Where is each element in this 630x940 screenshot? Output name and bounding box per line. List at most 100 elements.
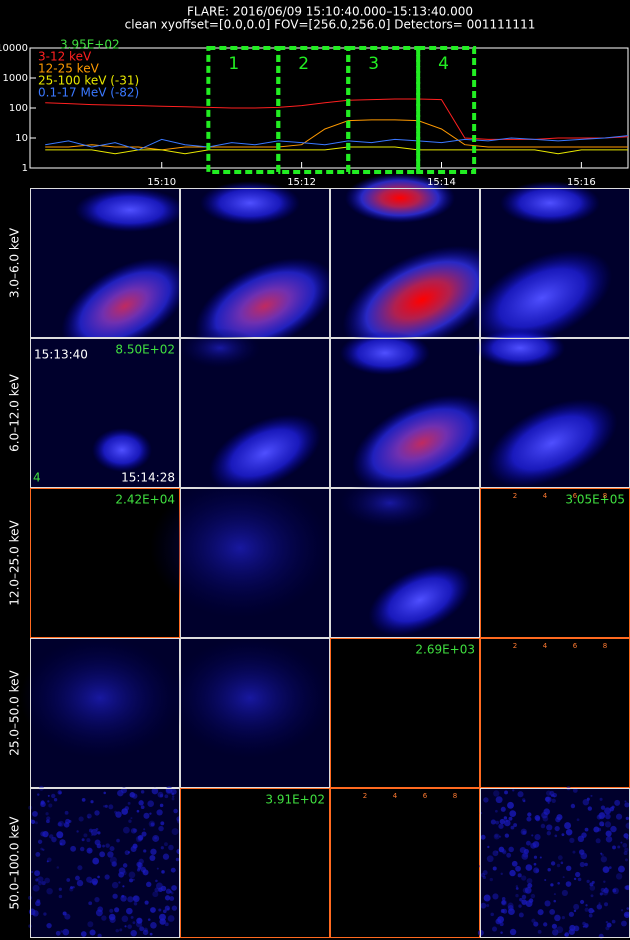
noise-speckle [624, 847, 629, 853]
noise-speckle [118, 871, 125, 878]
noise-speckle [588, 913, 593, 918]
noise-speckle [554, 914, 561, 922]
interval-index: 4 [33, 471, 41, 485]
noise-speckle [615, 873, 623, 880]
noise-speckle [66, 878, 71, 882]
energy-band-label: 6.0–12.0 keV [8, 373, 22, 452]
noise-speckle [587, 806, 593, 811]
noise-speckle [164, 794, 169, 799]
image-max-label: 3.05E+05 [565, 493, 625, 507]
noise-speckle [79, 846, 85, 852]
noise-speckle [496, 850, 499, 854]
source-blob [351, 394, 493, 492]
noise-speckle [150, 922, 157, 929]
energy-band-label: 25.0–50.0 keV [8, 670, 22, 756]
noise-speckle [151, 787, 159, 795]
noise-speckle [568, 911, 575, 917]
noise-speckle [152, 891, 159, 898]
noise-speckle [579, 899, 585, 905]
noise-speckle [553, 893, 556, 896]
image-panel [480, 638, 630, 788]
noise-speckle [490, 912, 494, 917]
noise-speckle [509, 869, 516, 877]
noise-speckle [625, 816, 629, 820]
noise-speckle [564, 822, 572, 830]
source-blob [342, 245, 502, 355]
noise-speckle [149, 932, 153, 936]
noise-speckle [551, 798, 556, 804]
noise-speckle [86, 813, 92, 819]
interval-label: 1 [228, 54, 239, 74]
noise-speckle [521, 853, 529, 860]
noise-speckle [107, 851, 114, 858]
noise-speckle [37, 839, 43, 844]
image-max-label: 3.91E+02 [265, 793, 325, 807]
noise-speckle [492, 850, 499, 857]
noise-speckle [614, 799, 621, 806]
noise-speckle [542, 815, 549, 822]
noise-speckle [35, 878, 39, 882]
noise-speckle [598, 933, 604, 939]
noise-speckle [126, 907, 133, 915]
noise-speckle [156, 867, 159, 870]
noise-speckle [519, 846, 527, 854]
noise-speckle [170, 891, 174, 895]
noise-speckle [557, 881, 560, 885]
noise-speckle [124, 850, 130, 856]
noise-speckle [164, 922, 169, 927]
noise-speckle [122, 863, 128, 868]
noise-speckle [171, 828, 179, 836]
noise-speckle [152, 834, 160, 842]
noise-speckle [115, 811, 122, 818]
noise-speckle [517, 791, 524, 798]
noise-speckle [554, 825, 560, 832]
noise-speckle [97, 933, 102, 938]
noise-speckle [521, 875, 527, 881]
noise-speckle [560, 861, 564, 865]
noise-speckle [102, 844, 105, 848]
noise-speckle [518, 904, 522, 908]
noise-speckle [114, 907, 120, 913]
noise-speckle [62, 911, 67, 916]
noise-speckle [509, 810, 517, 818]
noise-speckle [105, 843, 110, 848]
noise-speckle [526, 878, 533, 884]
panel-border [180, 788, 330, 938]
noise-speckle [133, 828, 138, 833]
noise-speckle [522, 887, 529, 894]
noise-speckle [565, 828, 573, 836]
noise-speckle [130, 929, 137, 937]
noise-speckle [64, 913, 71, 920]
noise-speckle [551, 923, 558, 929]
noise-speckle [81, 798, 86, 802]
noise-speckle [108, 913, 116, 921]
noise-speckle [533, 855, 538, 859]
noise-speckle [608, 866, 612, 870]
noise-speckle [91, 878, 99, 885]
noise-speckle [94, 839, 101, 846]
panel-border [180, 188, 330, 338]
noise-speckle [142, 929, 149, 936]
noise-speckle [626, 907, 630, 910]
noise-speckle [618, 865, 625, 873]
noise-speckle [517, 873, 522, 878]
noise-speckle [150, 907, 156, 913]
noise-speckle [42, 848, 45, 852]
image-panel [330, 638, 480, 788]
source-blob [200, 181, 300, 225]
noise-speckle [561, 915, 565, 920]
noise-speckle [511, 860, 518, 867]
noise-speckle [595, 838, 601, 844]
noise-speckle [36, 899, 41, 904]
noise-speckle [599, 797, 603, 801]
noise-speckle [512, 789, 515, 792]
noise-speckle [522, 830, 527, 835]
noise-speckle [159, 803, 164, 808]
noise-speckle [37, 793, 40, 796]
noise-speckle [47, 800, 50, 803]
noise-speckle [87, 816, 90, 819]
noise-speckle [129, 878, 134, 883]
noise-speckle [46, 819, 50, 824]
interval-label: 2 [298, 54, 309, 74]
noise-speckle [535, 869, 540, 873]
